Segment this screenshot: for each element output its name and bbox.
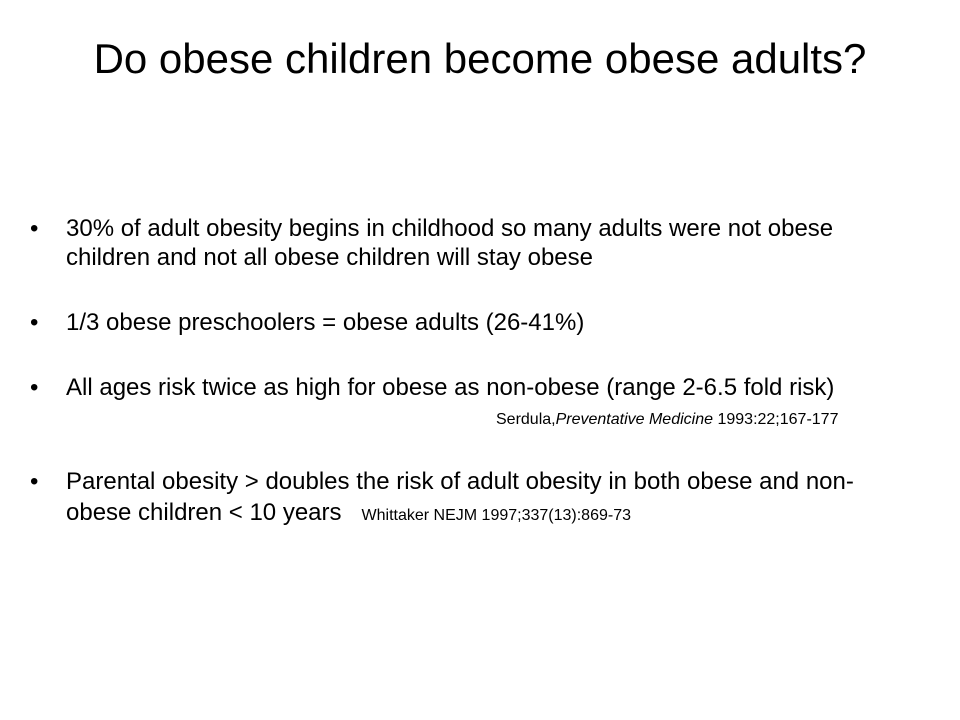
bullet-text: 30% of adult obesity begins in childhood…: [66, 215, 834, 271]
citation-journal: Preventative Medicine: [555, 411, 714, 428]
slide-title: Do obese children become obese adults?: [93, 35, 867, 82]
bullet: 30% of adult obesity begins in childhood…: [30, 214, 915, 272]
bullet: All ages risk twice as high for obese as…: [30, 373, 915, 431]
citation: Whittaker NEJM 1997;337(13):869-73: [362, 507, 631, 524]
citation: Serdula,Preventative Medicine 1993:22;16…: [496, 411, 838, 428]
citation-author: Whittaker NEJM: [361, 507, 478, 524]
citation-ref: 1993:22;167-177: [717, 411, 839, 428]
bullet: 1/3 obese preschoolers = obese adults (2…: [30, 308, 915, 337]
bullet: Parental obesity > doubles the risk of a…: [30, 467, 915, 536]
citation-author: Serdula,: [496, 411, 556, 428]
bullet-text: 1/3 obese preschoolers = obese adults (2…: [66, 309, 585, 336]
citation-ref: 1997;337(13):869-73: [481, 507, 631, 524]
bullet-list: 30% of adult obesity begins in childhood…: [30, 214, 915, 572]
bullet-text: Parental obesity > doubles the risk of a…: [66, 468, 854, 526]
bullet-text: All ages risk twice as high for obese as…: [66, 374, 835, 401]
